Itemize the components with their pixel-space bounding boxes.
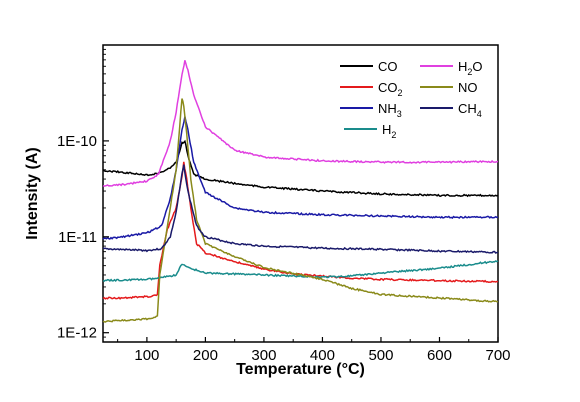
ticks-layer: 100 200 300 400 500 600 700 1E-12 1E-11 1E-10 [57, 48, 511, 364]
series-line-nh3 [102, 116, 499, 240]
series-line-co [102, 139, 499, 198]
legend-label-ch4: CH4 [458, 101, 482, 119]
series-line-h2o [102, 60, 499, 187]
legend-label-co: CO [378, 59, 398, 74]
legend-label-h2o: H2O [458, 59, 483, 77]
y-tick-label: 1E-12 [57, 325, 97, 342]
x-tick-label: 100 [134, 347, 159, 364]
x-tick-label: 400 [310, 347, 335, 364]
y-tick-label: 1E-11 [58, 229, 97, 246]
x-tick-label: 600 [427, 347, 452, 364]
series-layer [102, 60, 499, 323]
x-tick-label: 300 [251, 347, 276, 364]
x-tick-label: 200 [193, 347, 218, 364]
series-line-ch4 [102, 164, 499, 254]
series-line-no [102, 98, 499, 323]
legend-label-nh3: NH3 [378, 101, 402, 119]
series-line-co2 [102, 161, 499, 300]
y-tick-label: 1E-10 [57, 133, 97, 150]
series-line-h2 [102, 260, 499, 282]
legend-label-co2: CO2 [378, 80, 403, 98]
legend-label-no: NO [458, 80, 478, 95]
plot-area [102, 44, 499, 343]
x-tick-label: 700 [485, 347, 510, 364]
x-tick-label: 500 [368, 347, 393, 364]
legend: CO CO2 NH3 H2 H2O NO CH4 [340, 59, 483, 140]
x-axis-title: Temperature (°C) [236, 361, 365, 378]
legend-label-h2: H2 [382, 122, 396, 140]
y-axis-title: Intensity (A) [24, 147, 41, 239]
